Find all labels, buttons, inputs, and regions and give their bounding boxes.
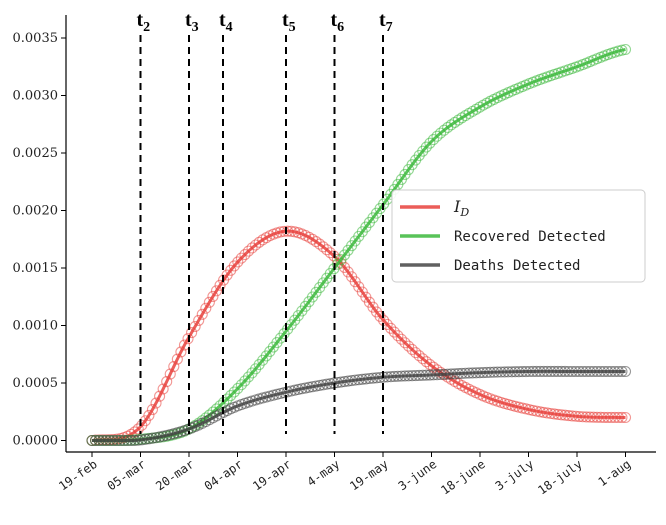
data-point xyxy=(374,310,386,322)
legend-label: Recovered Detected xyxy=(454,229,606,245)
data-point xyxy=(392,330,404,342)
y-tick-label: 0.0020 xyxy=(13,204,59,219)
data-point xyxy=(427,134,439,146)
data-point xyxy=(321,244,333,256)
legend-label: Deaths Detected xyxy=(454,258,580,274)
event-label: t5 xyxy=(282,9,296,35)
y-tick-label: 0.0010 xyxy=(13,319,59,334)
x-tick-label: 20-mar xyxy=(153,457,197,493)
data-point xyxy=(164,368,176,380)
data-point xyxy=(193,314,205,326)
data-point xyxy=(207,290,219,303)
series-line xyxy=(91,229,626,442)
data-point xyxy=(232,256,244,268)
data-point xyxy=(246,242,258,254)
data-point xyxy=(239,375,251,387)
x-tick-label: 18-june xyxy=(438,457,487,497)
data-point xyxy=(413,350,425,362)
x-tick-label: 18-july xyxy=(535,457,584,497)
data-point xyxy=(235,379,247,391)
y-tick-label: 0.0025 xyxy=(13,146,59,161)
data-point xyxy=(178,339,191,351)
data-point xyxy=(406,343,418,355)
x-axis-ticks: 19-feb 05-mar 20-mar 04-apr 19-apr 4-may 19-ma… xyxy=(56,452,633,497)
axes xyxy=(65,15,656,453)
data-point xyxy=(424,137,436,149)
y-tick-label: 0.0005 xyxy=(13,376,59,391)
series-deaths-detected xyxy=(86,365,632,447)
data-point xyxy=(242,371,255,383)
legend-label: ID xyxy=(453,197,469,219)
data-point xyxy=(310,236,322,248)
x-tick-label: 05-mar xyxy=(105,457,149,493)
x-tick-label: 3-july xyxy=(493,457,537,493)
event-label: t4 xyxy=(219,9,233,35)
data-point xyxy=(175,346,187,358)
data-point xyxy=(317,241,329,253)
event-label: t6 xyxy=(331,9,345,35)
data-point xyxy=(431,130,443,142)
data-point xyxy=(420,356,432,368)
data-point xyxy=(146,403,159,416)
data-point xyxy=(434,127,447,139)
data-point xyxy=(228,386,240,398)
data-point xyxy=(314,238,326,250)
x-tick-label: 3-june xyxy=(396,457,440,493)
data-point xyxy=(239,248,251,261)
y-tick-label: 0.0000 xyxy=(13,434,59,449)
data-point xyxy=(203,296,215,308)
x-tick-label: 1-aug xyxy=(596,457,634,489)
data-point xyxy=(385,322,397,334)
x-tick-label: 4-may xyxy=(305,457,343,489)
y-axis-ticks: 0.0000 0.0005 0.0010 0.0015 0.0020 0.0025 0.00… xyxy=(13,31,66,449)
data-point xyxy=(150,397,162,409)
data-point xyxy=(246,367,258,379)
data-point xyxy=(242,245,255,257)
data-point xyxy=(168,361,180,373)
data-point xyxy=(157,383,169,395)
y-tick-label: 0.0035 xyxy=(13,31,59,46)
data-point xyxy=(189,320,201,333)
legend-box xyxy=(391,189,646,283)
data-point xyxy=(228,260,240,272)
x-tick-label: 19-apr xyxy=(250,457,294,493)
data-point xyxy=(210,285,223,297)
data-point xyxy=(186,327,198,339)
vertical-lines: t2 t3 t4 t5 t6 t7 xyxy=(137,9,393,434)
data-point xyxy=(410,347,422,359)
data-point xyxy=(232,382,244,394)
data-point xyxy=(196,308,208,320)
series-layer xyxy=(86,43,632,447)
legend: ID Recovered Detected Deaths Detected xyxy=(391,189,646,283)
data-point xyxy=(154,390,166,402)
data-point xyxy=(161,376,173,388)
event-label: t3 xyxy=(185,9,199,35)
data-point xyxy=(402,340,415,352)
data-point xyxy=(200,302,212,314)
data-point xyxy=(182,333,194,345)
data-point xyxy=(420,141,432,153)
data-point xyxy=(399,337,411,349)
x-tick-label: 19-may xyxy=(347,457,391,493)
data-point xyxy=(171,353,183,365)
y-tick-label: 0.0030 xyxy=(13,89,59,104)
data-point xyxy=(388,326,400,338)
data-point xyxy=(143,409,155,422)
series-line xyxy=(92,369,626,442)
data-point xyxy=(250,239,262,251)
event-label: t2 xyxy=(137,9,151,35)
y-tick-label: 0.0015 xyxy=(13,261,59,276)
event-label: t7 xyxy=(379,9,393,35)
x-tick-label: 04-apr xyxy=(202,457,246,493)
data-point xyxy=(132,423,144,435)
data-point xyxy=(417,145,429,157)
data-point xyxy=(438,124,450,136)
data-point xyxy=(395,333,407,345)
data-point xyxy=(417,353,429,365)
data-point xyxy=(225,389,237,402)
x-tick-label: 19-feb xyxy=(56,457,100,493)
data-point xyxy=(235,252,247,264)
